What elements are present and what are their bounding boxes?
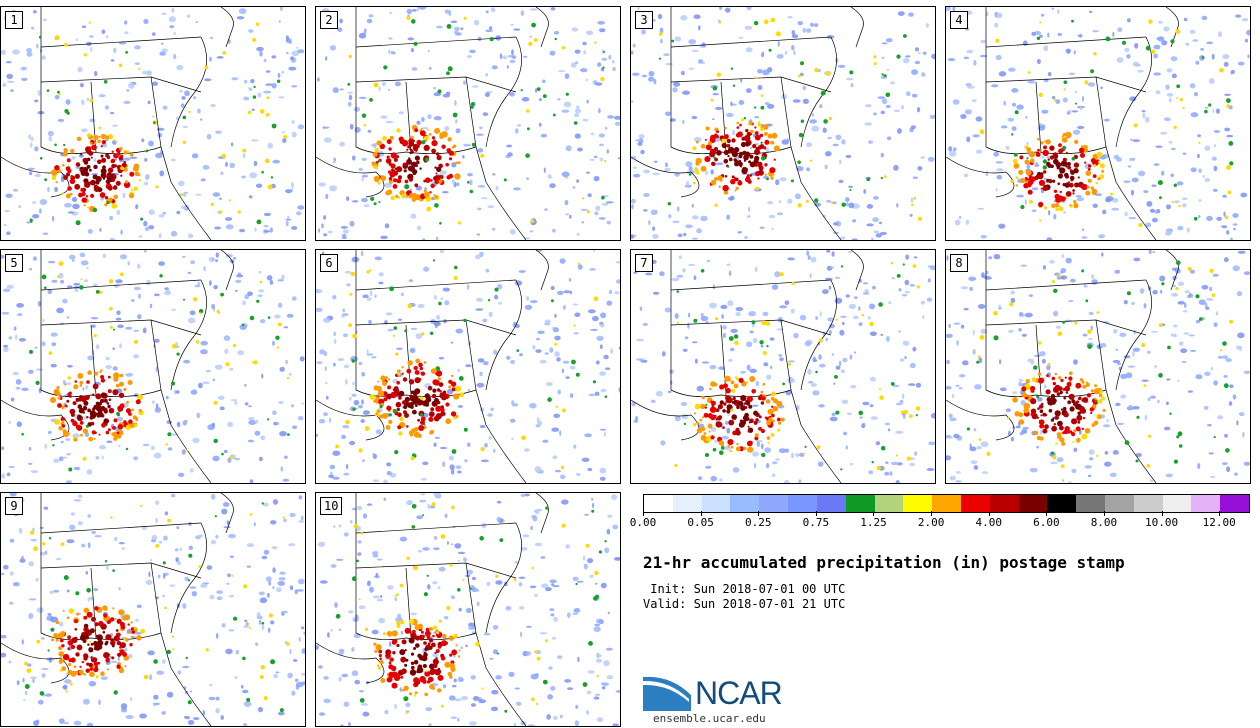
colorbar-tick-label: 8.00 — [1090, 516, 1118, 529]
site-url: ensemble.ucar.edu — [653, 712, 766, 725]
colorbar-tick-label: 0.25 — [744, 516, 772, 529]
ncar-swoosh-icon — [643, 676, 691, 711]
colorbar-swatch — [644, 495, 673, 512]
ensemble-member-map: 2 — [315, 6, 621, 241]
member-number-label: 3 — [635, 11, 653, 29]
colorbar-tick-label: 10.00 — [1145, 516, 1179, 529]
colorbar-swatch — [874, 495, 904, 512]
member-number-label: 5 — [5, 254, 23, 272]
colorbar-tick — [643, 511, 644, 516]
colorbar-swatch — [701, 495, 731, 512]
valid-time: Valid: Sun 2018-07-01 21 UTC — [643, 597, 846, 611]
colorbar-ticks: 0.00 0.05 0.25 0.75 1.25 2.00 4.00 6.00 8.00 10.0… — [630, 511, 1248, 531]
colorbar-swatch — [1220, 495, 1250, 512]
colorbar-tick-label: 0.75 — [802, 516, 830, 529]
ensemble-member-map: 5 — [0, 249, 306, 484]
colorbar-swatch — [816, 495, 846, 512]
ensemble-member-map: 3 — [630, 6, 936, 241]
colorbar-swatch — [903, 495, 933, 512]
ensemble-member-map: 4 — [945, 6, 1251, 241]
ncar-logo-text: NCAR — [695, 675, 783, 711]
colorbar-swatch — [672, 495, 702, 512]
colorbar-tick — [1046, 511, 1048, 516]
colorbar-tick — [1219, 511, 1221, 516]
ncar-logo: NCAR — [643, 671, 803, 711]
colorbar-swatch — [1105, 495, 1134, 512]
colorbar-swatch — [759, 495, 789, 512]
figure-title: 21-hr accumulated precipitation (in) pos… — [643, 553, 1125, 572]
colorbar-swatch — [960, 495, 990, 512]
colorbar-tick — [873, 511, 875, 516]
colorbar-tick-label: 2.00 — [917, 516, 945, 529]
ensemble-member-map: 10 — [315, 492, 621, 727]
member-number-label: 6 — [320, 254, 338, 272]
member-number-label: 4 — [950, 11, 968, 29]
colorbar-swatch — [989, 495, 1019, 512]
colorbar-swatch — [788, 495, 817, 512]
colorbar-tick — [700, 511, 702, 516]
colorbar-swatch — [730, 495, 760, 512]
member-number-label: 2 — [320, 11, 338, 29]
ensemble-member-map: 7 — [630, 249, 936, 484]
colorbar-swatch — [1162, 495, 1192, 512]
member-number-label: 7 — [635, 254, 653, 272]
colorbar-tick — [758, 511, 760, 516]
ensemble-member-map: 9 — [0, 492, 306, 727]
colorbar-tick — [815, 511, 817, 516]
colorbar-swatch — [1076, 495, 1105, 512]
ensemble-member-map: 1 — [0, 6, 306, 241]
precip-colorbar — [643, 494, 1250, 513]
ensemble-member-map: 8 — [945, 249, 1251, 484]
colorbar-tick-label: 1.25 — [860, 516, 887, 529]
init-time: Init: Sun 2018-07-01 00 UTC — [643, 582, 846, 596]
colorbar-tick — [988, 511, 990, 516]
colorbar-swatch — [932, 495, 961, 512]
member-number-label: 9 — [5, 497, 23, 515]
colorbar-tick-label: 6.00 — [1033, 516, 1060, 529]
colorbar-tick-label: 4.00 — [975, 516, 1002, 529]
colorbar-swatch — [1018, 495, 1048, 512]
member-number-label: 1 — [5, 11, 23, 29]
colorbar-swatch — [1191, 495, 1221, 512]
colorbar-swatch — [1047, 495, 1077, 512]
member-number-label: 8 — [950, 254, 968, 272]
colorbar-tick-label: 12.00 — [1202, 516, 1236, 529]
colorbar-tick-label: 0.00 — [629, 516, 657, 529]
colorbar-tick — [931, 511, 933, 516]
colorbar-swatch — [1133, 495, 1163, 512]
colorbar-tick-label: 0.05 — [687, 516, 714, 529]
ensemble-member-map: 6 — [315, 249, 621, 484]
member-number-label: 10 — [320, 497, 343, 515]
colorbar-swatch — [845, 495, 875, 512]
colorbar-tick — [1161, 511, 1163, 516]
colorbar-tick — [1103, 511, 1105, 516]
